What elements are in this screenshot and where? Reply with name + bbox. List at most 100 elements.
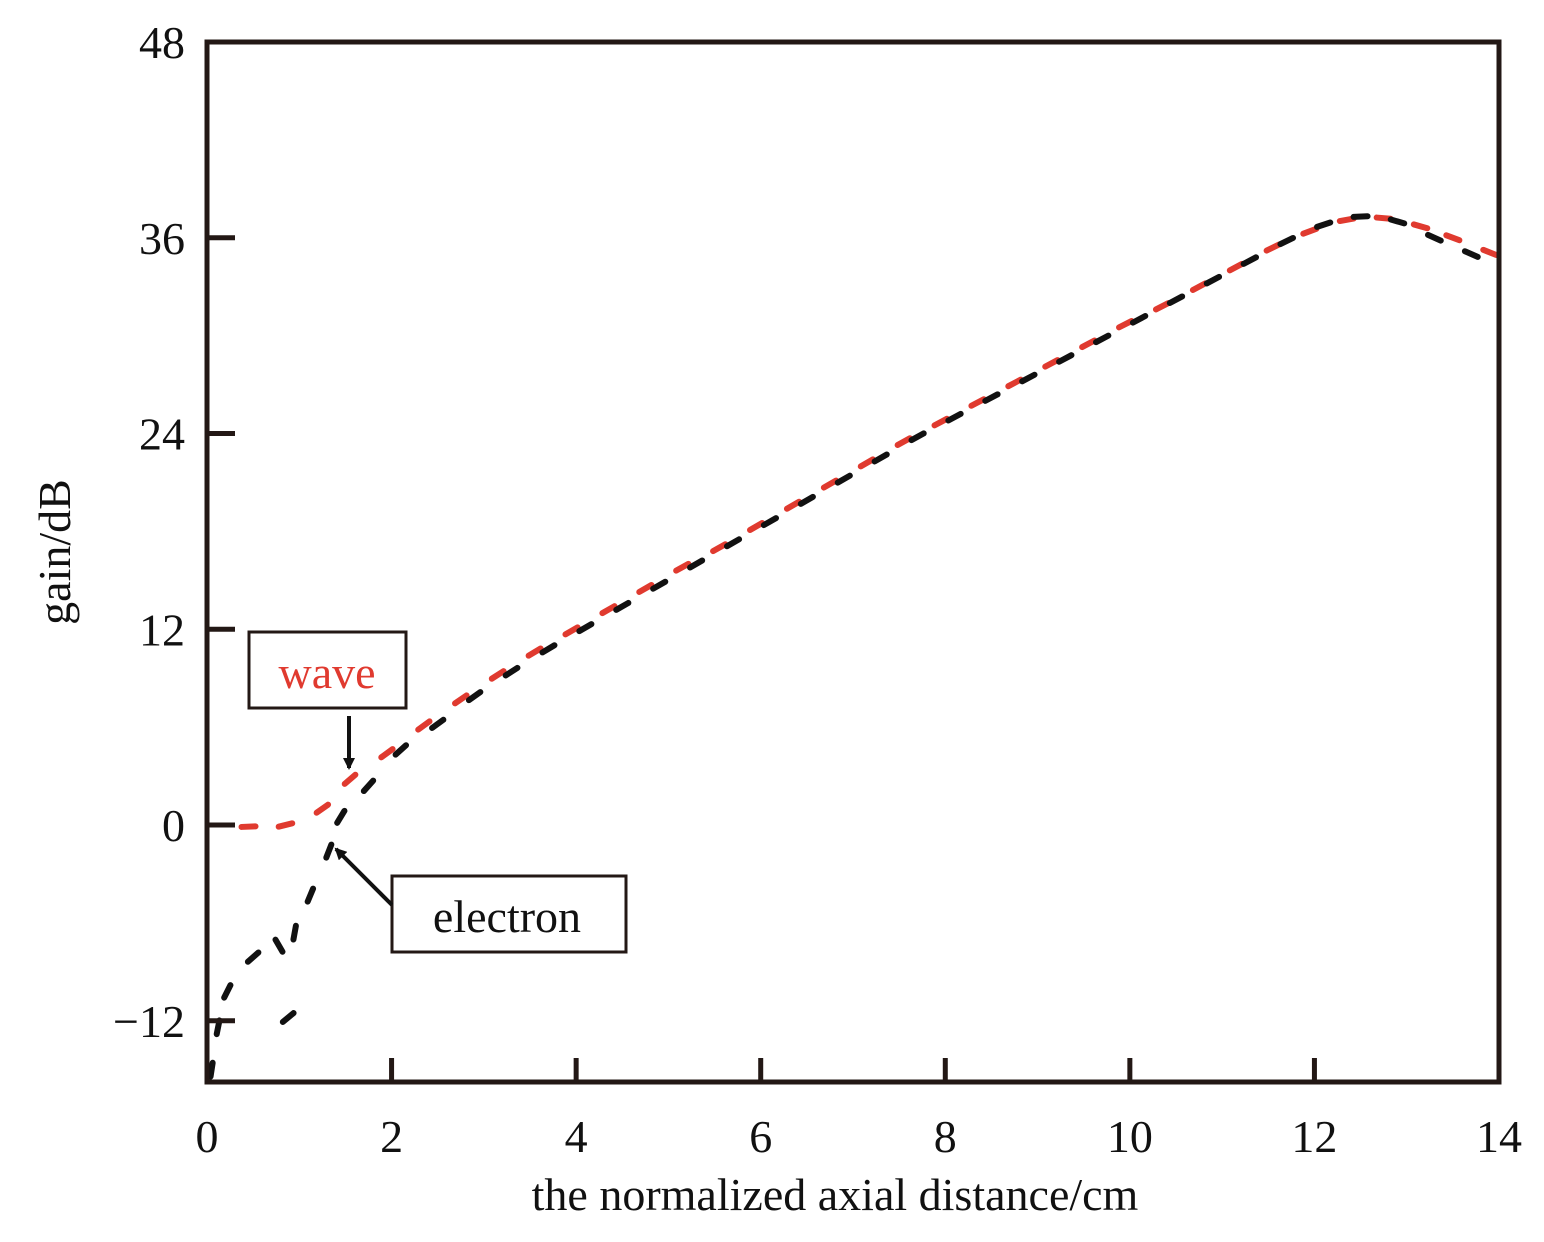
point-electron <box>392 742 410 758</box>
annotation-wave-box <box>247 630 408 710</box>
annotation-electron: electron <box>334 847 628 954</box>
x-tick-label: 0 <box>196 1111 219 1162</box>
y-tick-label: 12 <box>139 604 185 655</box>
point-electron <box>834 472 853 486</box>
plot-frame <box>204 39 1502 1085</box>
point-wave <box>1152 300 1172 313</box>
point-electron <box>1129 313 1149 326</box>
point-electron <box>687 557 706 571</box>
point-electron <box>1350 213 1371 220</box>
point-electron <box>539 642 558 656</box>
point-wave <box>857 456 876 470</box>
point-electron <box>290 922 299 943</box>
point-wave <box>1005 376 1024 390</box>
y-tick-label: 24 <box>139 409 185 460</box>
point-electron <box>945 410 964 424</box>
point-electron <box>279 1010 297 1025</box>
point-electron <box>334 807 348 826</box>
point-electron <box>207 1059 216 1080</box>
point-wave <box>783 498 803 512</box>
series-wave <box>238 214 1500 830</box>
point-electron <box>502 664 521 679</box>
point-electron <box>1387 216 1408 227</box>
y-axis-title: gain/dB <box>29 479 80 625</box>
point-wave <box>1079 337 1098 351</box>
point-electron <box>760 515 780 529</box>
point-wave <box>710 541 729 555</box>
point-wave <box>1336 215 1357 225</box>
point-electron <box>1019 371 1038 385</box>
point-wave <box>1226 260 1246 274</box>
point-electron <box>272 936 286 955</box>
point-wave <box>747 519 766 533</box>
point-electron <box>1203 273 1223 287</box>
point-electron <box>871 451 890 465</box>
point-wave <box>1480 246 1500 259</box>
x-tick-label: 4 <box>565 1111 588 1162</box>
x-axis-title: the normalized axial distance/cm <box>532 1169 1139 1220</box>
x-tick-label: 14 <box>1476 1111 1522 1162</box>
axis-ticks <box>204 39 1502 1082</box>
annotation-electron-label: electron <box>433 891 581 942</box>
point-wave <box>1263 241 1283 254</box>
point-electron <box>797 493 816 507</box>
point-wave <box>673 560 692 574</box>
point-wave <box>378 746 396 761</box>
annotation-electron-arrow <box>334 847 394 907</box>
point-wave <box>415 718 433 733</box>
point-wave <box>238 823 259 830</box>
point-wave <box>599 603 618 617</box>
annotation-wave: wave <box>247 630 408 770</box>
point-wave <box>341 771 359 787</box>
point-electron <box>723 536 743 550</box>
annotation-wave-label: wave <box>278 647 375 698</box>
annotation-electron-box <box>390 874 628 954</box>
point-electron <box>1166 293 1186 307</box>
point-wave <box>1189 280 1209 293</box>
point-electron <box>465 689 484 704</box>
point-wave <box>525 645 544 659</box>
point-electron <box>650 578 669 592</box>
point-electron <box>221 982 234 1001</box>
point-wave <box>894 435 913 449</box>
data-marks <box>207 213 1500 1080</box>
x-tick-label: 10 <box>1107 1111 1153 1162</box>
point-wave <box>1300 225 1320 237</box>
point-electron <box>1424 231 1444 244</box>
point-electron <box>429 716 447 731</box>
point-electron <box>613 599 632 613</box>
point-electron <box>1314 219 1334 230</box>
point-electron <box>244 949 262 965</box>
point-electron <box>576 621 595 635</box>
point-wave <box>820 477 839 491</box>
point-wave <box>488 668 507 682</box>
y-tick-label: 36 <box>139 213 185 264</box>
x-tick-label: 2 <box>380 1111 403 1162</box>
point-electron <box>323 841 335 861</box>
y-tick-label: 48 <box>139 17 185 68</box>
point-wave <box>1116 318 1135 331</box>
point-wave <box>452 692 470 707</box>
point-wave <box>636 581 655 595</box>
point-electron <box>1056 352 1075 365</box>
point-electron <box>908 430 927 444</box>
point-wave <box>562 624 581 638</box>
y-tick-label: −12 <box>113 996 185 1047</box>
point-electron <box>982 391 1001 404</box>
x-tick-label: 6 <box>749 1111 772 1162</box>
point-electron <box>360 777 377 795</box>
point-wave <box>968 396 987 409</box>
point-wave <box>931 415 950 429</box>
x-tick-label: 8 <box>934 1111 957 1162</box>
point-wave <box>1410 221 1431 232</box>
point-electron <box>1092 332 1112 346</box>
point-electron <box>1461 248 1481 260</box>
y-tick-label: 0 <box>162 800 185 851</box>
point-wave <box>1443 232 1463 244</box>
point-wave <box>275 820 296 830</box>
series-electron <box>207 213 1481 1080</box>
point-electron <box>1277 234 1297 248</box>
point-electron <box>1240 254 1260 267</box>
